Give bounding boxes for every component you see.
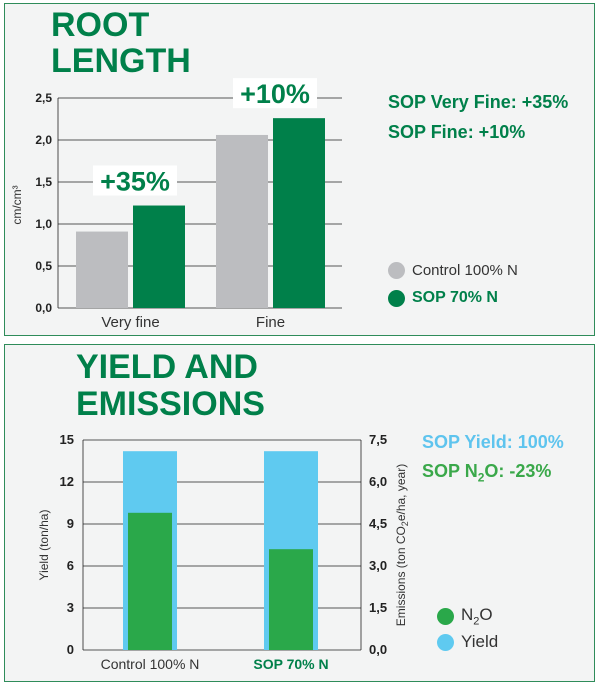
root-length-title-line1: ROOT [51, 6, 150, 44]
root-length-chart: +35% +10% 0,0 0,5 1,0 1,5 2,0 2,5 Very fine Fin… [10, 78, 342, 331]
sop-n2o-stat-suffix: O: -23% [484, 461, 552, 481]
y-tick-label: 2,0 [35, 133, 52, 147]
bar-n2o-1 [269, 549, 313, 650]
y-tick-label: 6 [67, 558, 74, 573]
y-tick-label: 3 [67, 600, 74, 615]
green-dot-icon [437, 607, 454, 625]
annotation-0: +35% [93, 165, 177, 197]
y2-tick-label: 7,5 [369, 432, 387, 447]
yield-title-line2: EMISSIONS [76, 385, 265, 423]
bar-sop-1 [273, 118, 325, 308]
y2-tick-label: 0,0 [369, 642, 387, 657]
legend-n2o-end: O [479, 605, 493, 624]
bar-control-0 [76, 231, 128, 308]
emissions-y-ticks: 0,0 1,5 3,0 4,5 6,0 7,5 [369, 432, 387, 657]
annotation-box [233, 78, 317, 109]
gray-dot-icon [388, 262, 405, 279]
sop-n2o-stat: SOP N2O: -23% [422, 461, 551, 485]
annotation-1: +10% [233, 78, 317, 109]
green-dot-icon [388, 289, 405, 307]
yield-y-ticks: 0 3 6 9 12 15 [60, 432, 74, 657]
y-tick-label: 0 [67, 642, 74, 657]
annotation-box [93, 165, 177, 196]
category-label: SOP 70% N [253, 656, 328, 672]
root-length-y-axis-label: cm/cm³ [10, 185, 24, 224]
yield-bars [123, 451, 318, 650]
y2-tick-label: 4,5 [369, 516, 387, 531]
legend-control-label: Control 100% N [412, 262, 518, 279]
sop-yield-stat: SOP Yield: 100% [422, 432, 564, 452]
root-length-y-ticks: 0,0 0,5 1,0 1,5 2,0 2,5 [35, 91, 52, 315]
legend-n2o-sub: 2 [473, 615, 480, 628]
sop-fine-stat: SOP Fine: +10% [388, 122, 526, 142]
annotation-label: +10% [240, 79, 310, 109]
annotation-label: +35% [100, 167, 170, 197]
bar-sop-0 [133, 205, 185, 308]
legend-yield-label: Yield [461, 632, 499, 651]
y-tick-label: 12 [60, 474, 74, 489]
emissions-label-suffix: e/ha, year) [394, 464, 408, 521]
emissions-label-sub: 2 [400, 521, 410, 526]
blue-dot-icon [437, 633, 454, 651]
y-tick-label: 1,0 [35, 217, 52, 231]
category-label: Control 100% N [101, 656, 200, 672]
legend-yield: Yield [437, 632, 498, 652]
category-label: Very fine [101, 314, 159, 331]
category-label: Fine [256, 314, 285, 331]
root-length-categories: Very fine Fine [101, 314, 285, 331]
y-tick-label: 1,5 [35, 175, 52, 189]
yield-y-axis-label: Yield (ton/ha) [37, 510, 51, 581]
sop-n2o-stat-sub: 2 [477, 470, 485, 485]
emissions-label-prefix: Emissions (ton CO [394, 526, 408, 626]
y2-tick-label: 3,0 [369, 558, 387, 573]
legend-n2o: N2O [437, 605, 493, 627]
bar-n2o-0 [128, 512, 172, 650]
sop-n2o-stat-prefix: SOP N [422, 461, 478, 481]
yield-title-line1: YIELD AND [76, 348, 258, 386]
root-length-bars [76, 118, 325, 308]
root-length-title-line2: LENGTH [51, 42, 191, 80]
y-tick-label: 9 [67, 516, 74, 531]
root-length-annotations: +35% +10% [93, 78, 317, 197]
y2-tick-label: 6,0 [369, 474, 387, 489]
legend-sop: SOP 70% N [388, 289, 498, 307]
y-tick-label: 2,5 [35, 91, 52, 105]
yield-categories: Control 100% N SOP 70% N [101, 656, 329, 672]
legend-n2o-label: N2O [461, 605, 493, 627]
y-tick-label: 0,0 [35, 301, 52, 315]
legend-control: Control 100% N [388, 262, 518, 279]
legend-n2o-main: N [461, 605, 474, 624]
y-tick-label: 0,5 [35, 259, 52, 273]
y2-tick-label: 1,5 [369, 600, 387, 615]
sop-very-fine-stat: SOP Very Fine: +35% [388, 92, 569, 112]
legend-sop-label: SOP 70% N [412, 289, 498, 306]
bar-control-1 [216, 134, 268, 308]
y-tick-label: 15 [60, 432, 74, 447]
emissions-y-axis-label: Emissions (ton CO2e/ha, year) [394, 464, 410, 626]
